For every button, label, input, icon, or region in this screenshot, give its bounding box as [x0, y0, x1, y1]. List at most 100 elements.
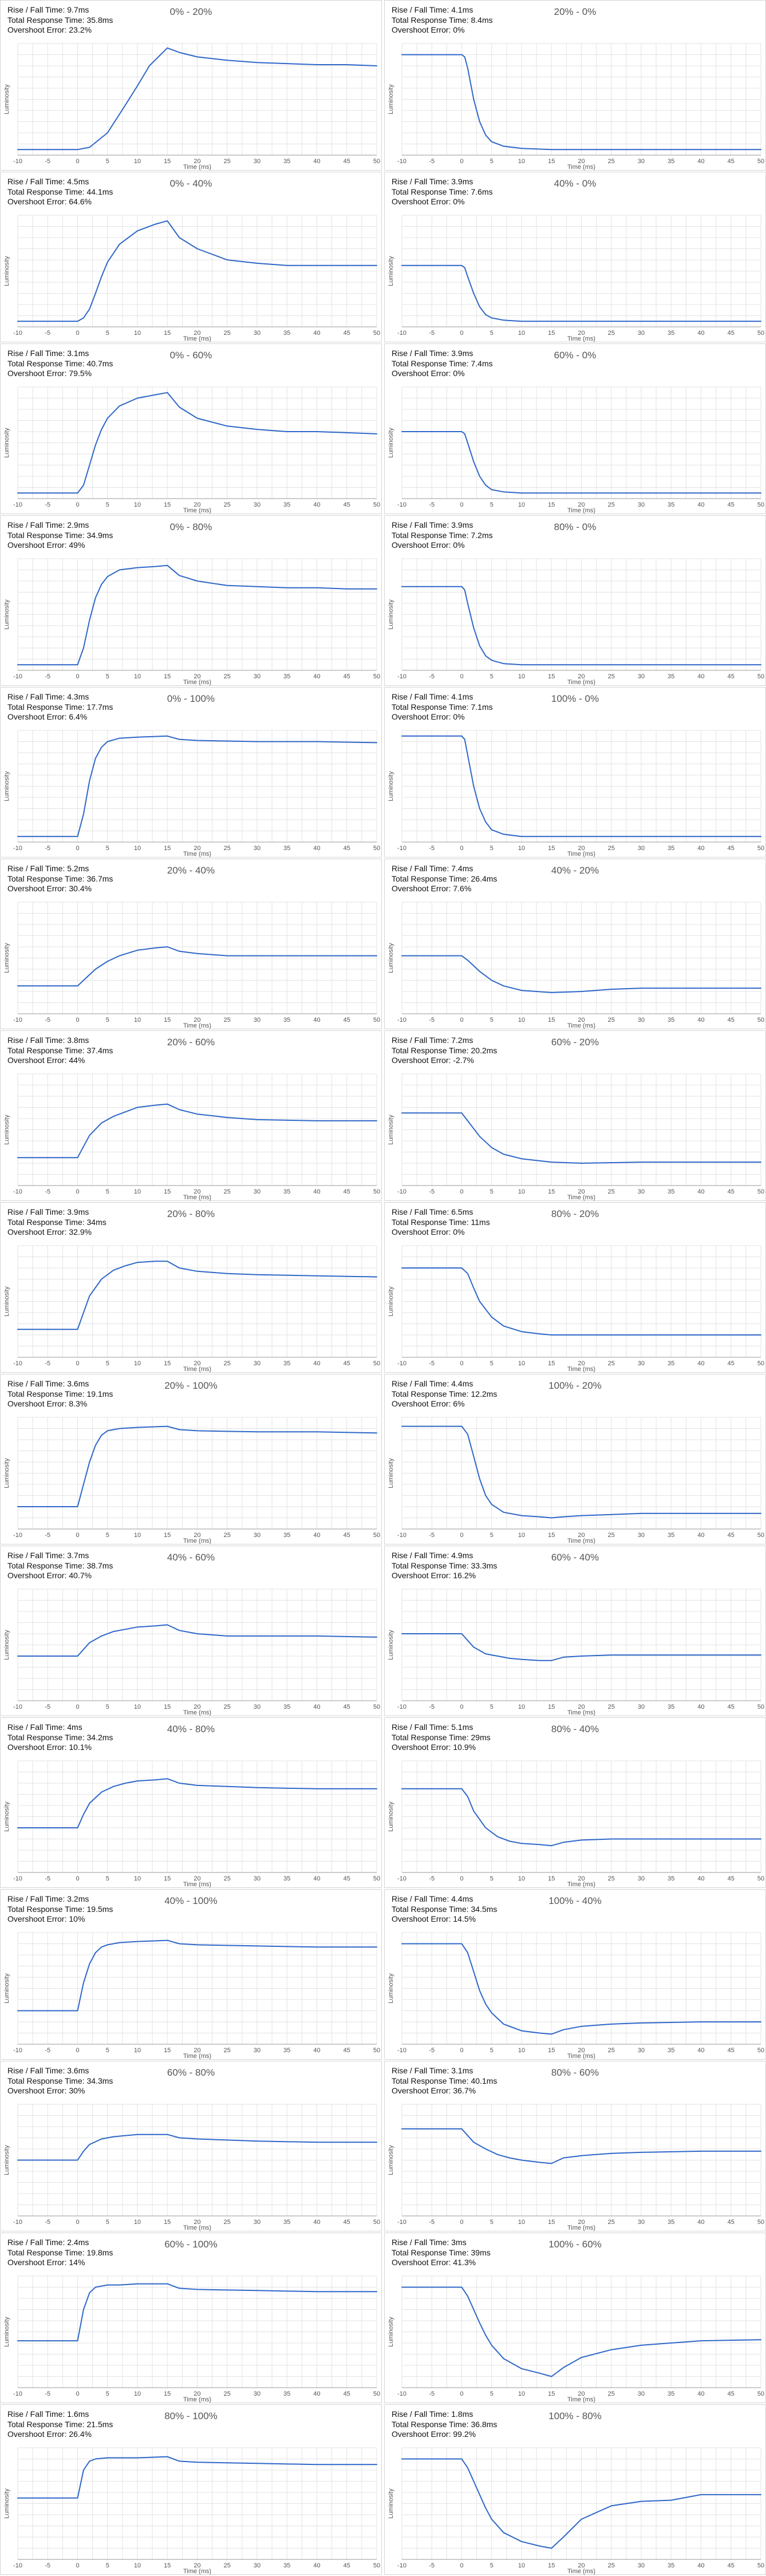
- rise-fall-time-text: Rise / Fall Time: 5.2ms: [7, 864, 89, 873]
- luminosity-series-line: [401, 1267, 761, 1336]
- chart-panel: -10 -5 0 5 10 15 20 25 30 35 40 45 50 Time (ms) Lumino…: [0, 2061, 382, 2231]
- chart-panel: -10 -5 0 5 10 15 20 25 30 35 40 45 50 Time (ms) Lumino…: [384, 2404, 766, 2575]
- x-tick-label: 40: [697, 158, 704, 165]
- overshoot-error-text: Overshoot Error: 0%: [392, 540, 465, 550]
- x-tick-label: 0: [460, 2391, 463, 2397]
- overshoot-error-text: Overshoot Error: 41.3%: [392, 2258, 476, 2267]
- overshoot-error-text: Overshoot Error: 10%: [7, 1914, 85, 1923]
- x-tick-label: 20: [578, 1704, 585, 1710]
- luminosity-plot: -10 -5 0 5 10 15 20 25 30 35 40 45 50 Time (ms) Lumino…: [388, 2447, 764, 2575]
- luminosity-series-line: [17, 1778, 377, 1828]
- x-tick-label: 5: [106, 1360, 109, 1367]
- x-tick-label: -5: [45, 501, 50, 508]
- x-tick-label: 25: [608, 158, 615, 165]
- x-tick-label: -10: [397, 2047, 406, 2054]
- x-tick-label: 50: [757, 1875, 764, 1882]
- total-response-time-text: Total Response Time: 12.2ms: [392, 1389, 497, 1398]
- stats-block: Rise / Fall Time: 3.9ms Total Response Ti…: [392, 520, 493, 551]
- x-tick-label: 30: [254, 330, 260, 337]
- x-tick-label: 40: [313, 845, 320, 852]
- x-tick-label: 5: [106, 845, 109, 852]
- luminosity-series-line: [17, 392, 377, 494]
- rise-fall-time-text: Rise / Fall Time: 3ms: [392, 2238, 467, 2247]
- x-tick-label: 35: [283, 1532, 290, 1539]
- rise-fall-time-text: Rise / Fall Time: 3.6ms: [7, 1379, 89, 1388]
- luminosity-series-line: [17, 735, 377, 837]
- x-tick-label: 40: [313, 2047, 320, 2054]
- x-tick-label: 30: [638, 1188, 645, 1195]
- chart-panel: -10 -5 0 5 10 15 20 25 30 35 40 45 50 Time (ms) Lumino…: [384, 859, 766, 1029]
- x-tick-label: 0: [76, 1875, 79, 1882]
- total-response-time-text: Total Response Time: 19.1ms: [7, 1389, 113, 1398]
- x-tick-label: -10: [397, 330, 406, 337]
- total-response-time-text: Total Response Time: 34ms: [7, 1217, 106, 1227]
- rise-fall-time-text: Rise / Fall Time: 4.3ms: [7, 692, 89, 701]
- x-tick-label: 5: [490, 845, 493, 852]
- x-tick-label: 30: [638, 2391, 645, 2397]
- luminosity-plot: -10 -5 0 5 10 15 20 25 30 35 40 45 50 Time (ms) Lumino…: [388, 1932, 764, 2060]
- x-tick-label: -5: [429, 1532, 435, 1539]
- x-tick-label: 0: [460, 2562, 463, 2569]
- total-response-time-text: Total Response Time: 39ms: [392, 2247, 491, 2257]
- x-tick-label: 40: [697, 2391, 704, 2397]
- x-tick-label: -10: [13, 2391, 22, 2397]
- stats-block: Rise / Fall Time: 3ms Total Response Time…: [392, 2238, 491, 2268]
- x-tick-label: 5: [490, 1360, 493, 1367]
- x-tick-label: 50: [757, 2219, 764, 2226]
- x-tick-label: 40: [697, 1360, 704, 1367]
- x-tick-label: -10: [13, 1188, 22, 1195]
- x-tick-label: 15: [164, 2047, 171, 2054]
- chart-panel: -10 -5 0 5 10 15 20 25 30 35 40 45 50 Time (ms) Lumino…: [384, 0, 766, 171]
- total-response-time-text: Total Response Time: 17.7ms: [7, 702, 113, 712]
- luminosity-series-line: [401, 2128, 761, 2164]
- x-tick-label: 15: [164, 1704, 171, 1710]
- total-response-time-text: Total Response Time: 7.1ms: [392, 702, 493, 712]
- x-tick-label: 5: [106, 2047, 109, 2054]
- luminosity-series-line: [17, 220, 377, 322]
- x-tick-label: 20: [578, 1532, 585, 1539]
- x-tick-label: -5: [45, 1704, 50, 1710]
- x-tick-label: 30: [254, 845, 260, 852]
- x-tick-label: 25: [608, 2047, 615, 2054]
- x-tick-label: 45: [343, 845, 350, 852]
- luminosity-plot: -10 -5 0 5 10 15 20 25 30 35 40 45 50 Time (ms) Lumino…: [388, 1073, 764, 1201]
- x-tick-label: 20: [578, 330, 585, 337]
- x-tick-label: 10: [134, 330, 141, 337]
- rise-fall-time-text: Rise / Fall Time: 4.1ms: [392, 5, 473, 14]
- x-tick-label: 5: [106, 1704, 109, 1710]
- x-tick-label: 45: [343, 501, 350, 508]
- luminosity-plot: -10 -5 0 5 10 15 20 25 30 35 40 45 50 Time (ms) Lumino…: [3, 730, 380, 858]
- x-tick-label: 15: [548, 1704, 555, 1710]
- x-tick-label: 20: [194, 501, 200, 508]
- x-tick-label: 15: [164, 2219, 171, 2226]
- overshoot-error-text: Overshoot Error: 44%: [7, 1056, 85, 1065]
- y-axis-label: Luminosity: [3, 256, 10, 286]
- overshoot-error-text: Overshoot Error: 8.3%: [7, 1399, 88, 1408]
- x-tick-label: 15: [164, 1360, 171, 1367]
- x-tick-label: 15: [164, 1875, 171, 1882]
- rise-fall-time-text: Rise / Fall Time: 4.4ms: [392, 1379, 473, 1388]
- y-axis-label: Luminosity: [388, 428, 394, 458]
- x-tick-label: 35: [283, 2391, 290, 2397]
- x-tick-label: 45: [728, 501, 735, 508]
- x-tick-label: 45: [343, 2562, 350, 2569]
- x-tick-label: 0: [76, 673, 79, 680]
- stats-block: Rise / Fall Time: 3.9ms Total Response Ti…: [392, 177, 493, 207]
- x-tick-label: -10: [397, 1188, 406, 1195]
- luminosity-plot: -10 -5 0 5 10 15 20 25 30 35 40 45 50 Time (ms) Lumino…: [388, 558, 764, 686]
- stats-block: Rise / Fall Time: 3.8ms Total Response Ti…: [7, 1036, 113, 1066]
- x-tick-label: 35: [283, 2219, 290, 2226]
- x-tick-label: -10: [397, 2219, 406, 2226]
- luminosity-series-line: [17, 1103, 377, 1159]
- x-tick-label: 20: [194, 673, 200, 680]
- luminosity-series-line: [17, 2134, 377, 2161]
- x-tick-label: 20: [194, 2391, 200, 2397]
- stats-block: Rise / Fall Time: 6.5ms Total Response Ti…: [392, 1207, 490, 1238]
- x-tick-label: 25: [224, 1360, 231, 1367]
- x-axis-label: Time (ms): [567, 507, 595, 514]
- luminosity-series-line: [401, 1425, 761, 1519]
- y-axis-label: Luminosity: [3, 2145, 10, 2175]
- x-tick-label: -5: [45, 1532, 50, 1539]
- total-response-time-text: Total Response Time: 20.2ms: [392, 1045, 497, 1055]
- x-tick-label: 10: [518, 845, 525, 852]
